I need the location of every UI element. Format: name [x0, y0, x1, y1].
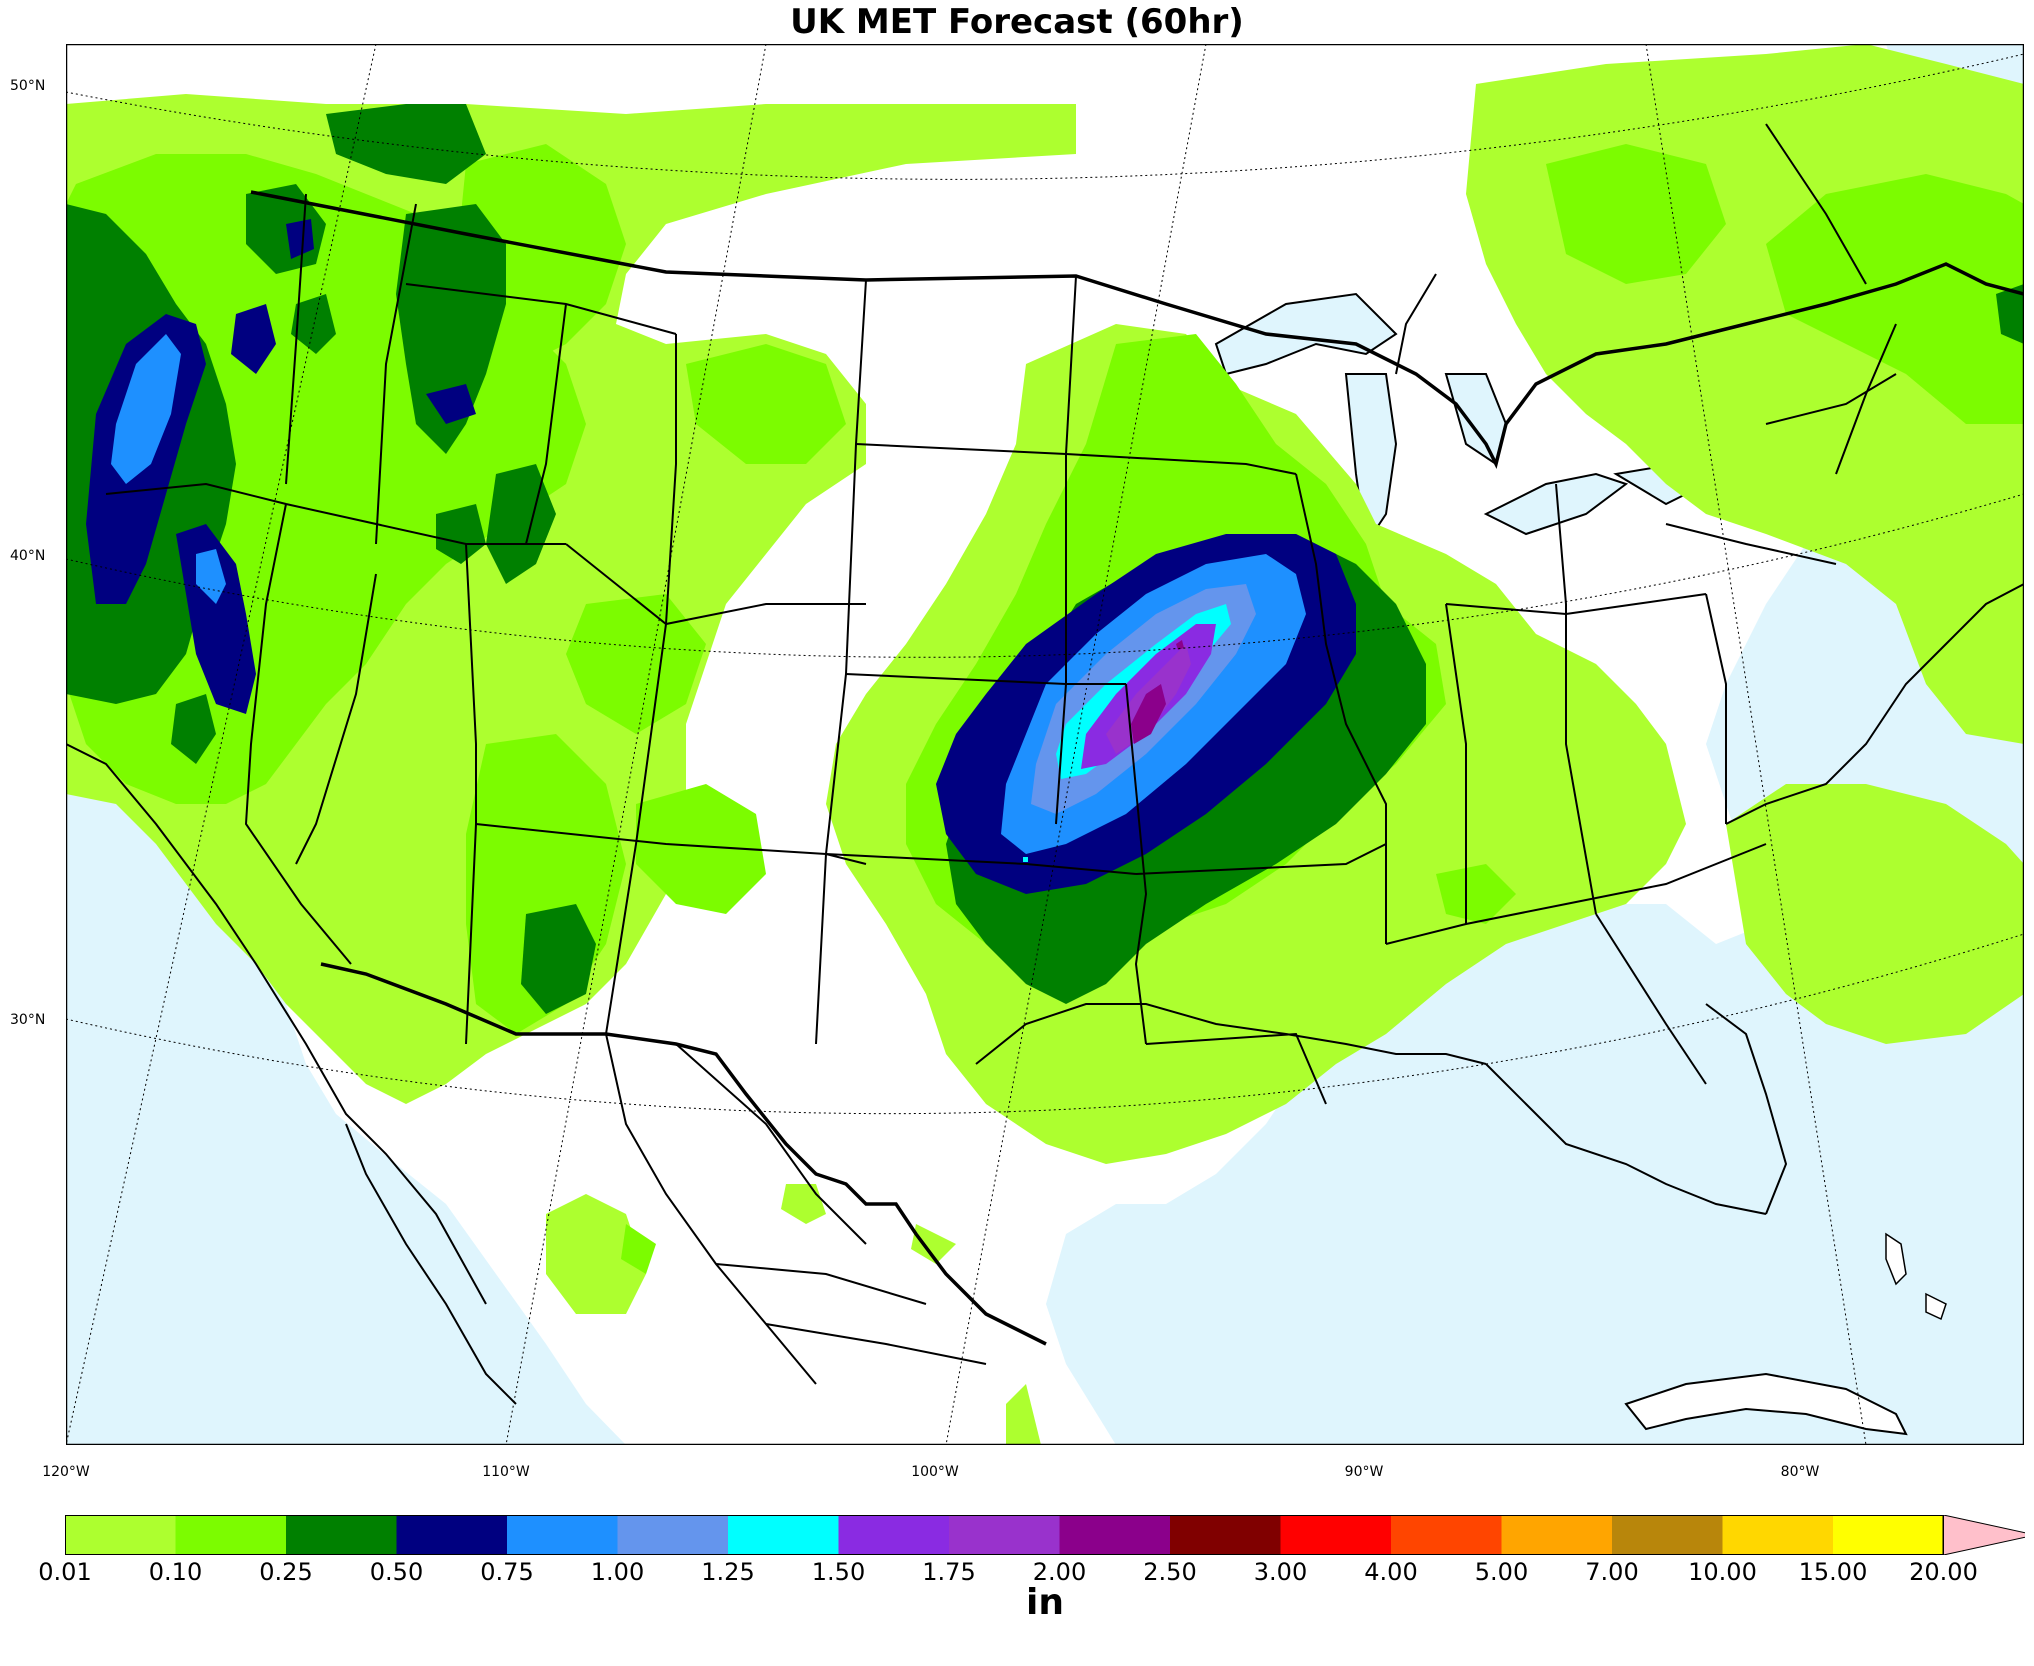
lat-label-50n: 50°N	[10, 78, 46, 94]
colorbar-units-label: in	[1026, 1582, 1064, 1623]
colorbar-swatch-2.00	[1059, 1515, 1170, 1555]
colorbar-tick-label: 10.00	[1688, 1558, 1757, 1586]
colorbar-tick-label: 1.50	[811, 1558, 866, 1586]
colorbar-swatch-1.50	[838, 1515, 949, 1555]
colorbar-swatch-1.00	[617, 1515, 728, 1555]
lat-label-30n: 30°N	[10, 1012, 46, 1028]
precip-2.00	[1131, 640, 1184, 744]
graticule	[66, 44, 2024, 1445]
lon-label-120w: 120°W	[42, 1464, 90, 1480]
lon-label-100w: 100°W	[911, 1464, 959, 1480]
colorbar-tick-label: 7.00	[1585, 1558, 1639, 1586]
colorbar-tick-label: 1.75	[922, 1558, 976, 1586]
lon-label-110w: 110°W	[482, 1464, 530, 1480]
colorbar-tick-label: 3.00	[1253, 1558, 1308, 1586]
colorbar-extend-arrow	[1943, 1515, 2025, 1555]
colorbar-swatch-0.25	[286, 1515, 397, 1555]
colorbar-swatch-4.00	[1391, 1515, 1502, 1555]
colorbar	[65, 1515, 2025, 1555]
colorbar-swatch-2.50	[1170, 1515, 1281, 1555]
colorbar-swatch-5.00	[1501, 1515, 1612, 1555]
colorbar-swatch-0.10	[175, 1515, 286, 1555]
colorbar-tick-label: 20.00	[1909, 1558, 1978, 1586]
precipitation-map	[66, 44, 2024, 1445]
colorbar-tick-label: 2.00	[1032, 1558, 1087, 1586]
lon-label-90w: 90°W	[1344, 1464, 1384, 1480]
colorbar-tick-label: 0.25	[259, 1558, 313, 1586]
colorbar-swatch-7.00	[1612, 1515, 1723, 1555]
colorbar-swatch-0.75	[507, 1515, 618, 1555]
lon-label-80w: 80°W	[1780, 1464, 1820, 1480]
colorbar-tick-label: 0.50	[369, 1558, 424, 1586]
boundaries	[66, 123, 2024, 1405]
chart-title: UK MET Forecast (60hr)	[790, 2, 1244, 42]
colorbar-swatch-10.00	[1722, 1515, 1833, 1555]
colorbar-tick-label: 0.10	[148, 1558, 203, 1586]
colorbar-tick-label: 2.50	[1143, 1558, 1197, 1586]
lat-label-40n: 40°N	[10, 548, 46, 564]
colorbar-tick-label: 0.01	[38, 1558, 92, 1586]
colorbar-swatch-0.50	[396, 1515, 507, 1555]
colorbar-tick-label: 1.25	[701, 1558, 755, 1586]
cuba	[1624, 1372, 1908, 1436]
gulf-of-california	[356, 1144, 516, 1384]
colorbar-tick-label: 4.00	[1364, 1558, 1418, 1586]
bahamas	[1885, 1232, 1947, 1321]
colorbar-tick-label: 0.75	[480, 1558, 534, 1586]
colorbar-swatch-1.75	[949, 1515, 1060, 1555]
colorbar-frame	[65, 1515, 1944, 1555]
colorbar-tick-label: 5.00	[1474, 1558, 1529, 1586]
colorbar-swatch-15.00	[1833, 1515, 1944, 1555]
colorbar-tick-label: 15.00	[1798, 1558, 1868, 1586]
colorbar-swatch-0.01	[65, 1515, 176, 1555]
colorbar-swatch-3.00	[1280, 1515, 1391, 1555]
map-frame	[66, 44, 2024, 1445]
colorbar-swatch-1.25	[728, 1515, 839, 1555]
colorbar-tick-label: 1.00	[590, 1558, 645, 1586]
